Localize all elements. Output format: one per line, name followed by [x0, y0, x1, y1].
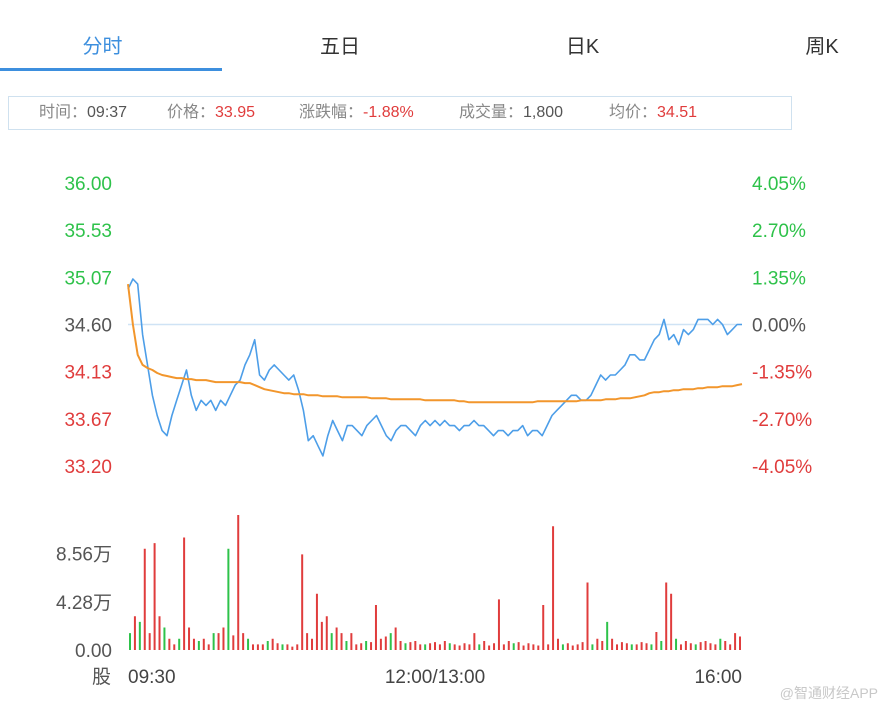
left-tick-label: 33.67 [64, 410, 112, 431]
volume-tick-label: 4.28万 [56, 593, 112, 614]
right-tick-label: 0.00% [752, 316, 806, 337]
info-change: 涨跌幅：-1.88% [299, 104, 414, 121]
tab-weekly-k[interactable]: 周K [805, 36, 839, 58]
left-tick-label: 35.07 [64, 268, 112, 289]
left-tick-label: 34.13 [64, 363, 112, 384]
tab-intraday[interactable]: 分时 [82, 36, 123, 58]
volume-unit-label: 股 [92, 667, 111, 688]
volume-tick-label: 0.00 [75, 641, 112, 662]
info-price: 价格：33.95 [167, 104, 256, 121]
right-tick-label: 4.05% [752, 174, 806, 195]
right-tick-label: 2.70% [752, 221, 806, 242]
right-tick-label: -2.70% [752, 410, 812, 431]
right-tick-label: -4.05% [752, 457, 812, 478]
info-time: 时间：09:37 [39, 104, 128, 121]
x-tick-label: 09:30 [128, 667, 176, 688]
volume-tick-label: 8.56万 [56, 545, 112, 566]
left-tick-label: 36.00 [64, 174, 112, 195]
right-tick-label: 1.35% [752, 268, 806, 289]
info-volume: 成交量：1,800 [459, 104, 564, 121]
left-tick-label: 33.20 [64, 457, 112, 478]
left-tick-label: 34.60 [64, 316, 112, 337]
left-tick-label: 35.53 [64, 221, 112, 242]
tab-five-day[interactable]: 五日 [320, 36, 360, 58]
active-tab-underline [0, 68, 222, 71]
x-tick-label: 16:00 [694, 667, 742, 688]
quote-info-bar: 时间：09:37 价格：33.95 涨跌幅：-1.88% 成交量：1,800 均… [8, 96, 792, 130]
x-tick-label: 12:00/13:00 [385, 667, 485, 688]
right-tick-label: -1.35% [752, 363, 812, 384]
info-avg-price: 均价：34.51 [609, 104, 698, 121]
price-line [127, 278, 742, 457]
avg-price-line [127, 283, 743, 404]
watermark: @智通财经APP [779, 685, 878, 701]
tab-daily-k[interactable]: 日K [565, 36, 600, 58]
